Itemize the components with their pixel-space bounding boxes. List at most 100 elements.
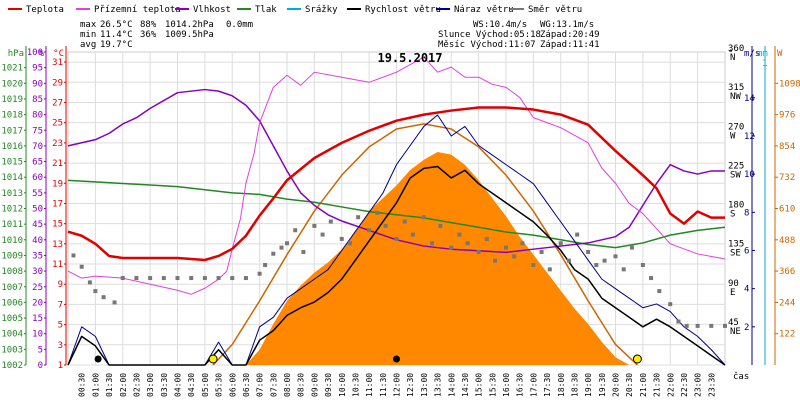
pressure-tick-label: 1002 xyxy=(1,361,23,371)
stat-min-label: min xyxy=(80,30,96,40)
x-tick-label: 12:30 xyxy=(406,373,415,397)
wind-direction-point xyxy=(476,249,481,254)
x-tick-label: 02:00 xyxy=(119,373,128,397)
wind-direction-point xyxy=(263,263,268,268)
direction-compass-label: SW xyxy=(730,170,741,180)
wind-direction-point xyxy=(575,232,580,237)
legend-label-rychlost: Rychlost větru xyxy=(365,5,441,15)
humidity-tick-label: 15 xyxy=(32,314,43,324)
pressure-axis-title: hPa xyxy=(8,49,24,59)
x-tick-label: 10:00 xyxy=(338,373,347,397)
x-tick-label: 17:30 xyxy=(543,373,552,397)
stat-max-label: max xyxy=(80,20,97,30)
x-tick-label: 11:00 xyxy=(365,373,374,397)
wind-direction-point xyxy=(279,245,284,250)
direction-compass-label: S xyxy=(730,210,735,220)
speed-tick-label: 6 xyxy=(744,246,749,256)
wind-direction-point xyxy=(657,289,662,294)
humidity-tick-label: 5 xyxy=(38,345,43,355)
pressure-tick-label: 1012 xyxy=(1,205,23,215)
wind-direction-point xyxy=(649,276,654,281)
legend-label-vlhkost: Vlhkost xyxy=(193,5,231,15)
pressure-tick-label: 1019 xyxy=(1,95,23,105)
stat-avg-label: avg xyxy=(80,40,96,50)
stat-max-temp: 26.5°C xyxy=(100,20,133,30)
humidity-tick-label: 25 xyxy=(32,283,43,293)
wind-direction-point xyxy=(161,276,166,281)
radiation-tick-label: 610 xyxy=(779,205,795,215)
wind-direction-point xyxy=(640,263,645,268)
humidity-tick-label: 85 xyxy=(32,95,43,105)
wind-direction-point xyxy=(328,219,333,224)
moon-marker xyxy=(393,355,400,363)
x-tick-label: 00:30 xyxy=(78,373,87,397)
wind-gust-line xyxy=(67,114,726,366)
radiation-fill xyxy=(245,152,630,365)
x-tick-label: 16:30 xyxy=(516,373,525,397)
pressure-tick-label: 1003 xyxy=(1,345,23,355)
temperature-tick-label: 25 xyxy=(52,119,63,129)
temperature-tick-label: 21 xyxy=(52,159,63,169)
humidity-tick-label: 40 xyxy=(32,236,43,246)
stat-max-hum: 88% xyxy=(140,20,157,30)
wind-direction-point xyxy=(367,228,372,233)
x-tick-label: 03:00 xyxy=(146,373,155,397)
speed-tick-label: 2 xyxy=(744,323,749,333)
temperature-tick-label: 13 xyxy=(52,240,63,250)
direction-compass-label: W xyxy=(730,131,736,141)
wind-direction-point xyxy=(602,258,607,263)
wind-direction-point xyxy=(71,253,76,258)
humidity-tick-label: 35 xyxy=(32,251,43,261)
humidity-tick-label: 95 xyxy=(32,64,43,74)
stat-min-temp: 11.4°C xyxy=(100,30,133,40)
temperature-tick-label: 15 xyxy=(52,220,63,230)
sun-marker xyxy=(208,354,218,364)
wind-direction-point xyxy=(430,241,435,246)
wind-direction-point xyxy=(493,258,498,263)
direction-axis-title: ° xyxy=(728,49,733,59)
wind-direction-point xyxy=(613,254,618,259)
wind-direction-point xyxy=(594,263,599,268)
x-tick-label: 16:00 xyxy=(502,373,511,397)
x-tick-label: 13:30 xyxy=(434,373,443,397)
x-tick-label: 08:30 xyxy=(297,373,306,397)
pressure-tick-label: 1006 xyxy=(1,298,23,308)
stats-block: max 26.5°C 88% 1014.2hPa 0.0mm min 11.4°… xyxy=(80,20,600,50)
x-tick-label: 18:30 xyxy=(570,373,579,397)
radiation-tick-label: 122 xyxy=(779,330,795,340)
radiation-tick-label: 244 xyxy=(779,298,795,308)
x-tick-label: 23:00 xyxy=(694,373,703,397)
wind-direction-point xyxy=(285,241,289,246)
humidity-tick-label: 55 xyxy=(32,189,43,199)
speed-axis-title: m/s xyxy=(744,49,760,59)
x-tick-label: 14:30 xyxy=(461,373,470,397)
pressure-tick-label: 1010 xyxy=(1,236,23,246)
pressure-tick-label: 1017 xyxy=(1,126,23,136)
wind-direction-point xyxy=(347,241,352,246)
legend-label-teplota: Teplota xyxy=(26,5,64,15)
pressure-tick-label: 1007 xyxy=(1,283,23,293)
direction-tick-label: 135 xyxy=(728,240,744,250)
wind-direction-point xyxy=(684,323,689,328)
direction-tick-label: 45 xyxy=(728,318,739,328)
direction-tick-label: 270 xyxy=(728,122,744,132)
stat-max-press: 1014.2hPa xyxy=(165,20,214,30)
humidity-tick-label: 20 xyxy=(32,298,43,308)
direction-tick-label: 180 xyxy=(728,201,744,211)
direction-tick-label: 315 xyxy=(728,83,744,93)
wind-direction-point xyxy=(320,232,325,237)
x-tick-label: 07:00 xyxy=(256,373,265,397)
stat-wg: WG:13.1m/s xyxy=(540,20,594,30)
wind-direction-point xyxy=(339,236,344,241)
wind-direction-point xyxy=(271,251,276,256)
x-tick-label: 12:00 xyxy=(393,373,402,397)
legend-label-pocitova: Přízemní teplota xyxy=(94,5,181,15)
x-tick-label: 09:30 xyxy=(324,373,333,397)
direction-tick-label: 225 xyxy=(728,161,744,171)
ground-temperature-line xyxy=(67,56,726,295)
humidity-tick-label: 0 xyxy=(38,361,43,371)
humidity-tick-label: 65 xyxy=(32,158,43,168)
x-tick-label: 05:30 xyxy=(215,373,224,397)
wind-direction-point xyxy=(243,276,248,281)
pressure-tick-label: 1009 xyxy=(1,251,23,261)
